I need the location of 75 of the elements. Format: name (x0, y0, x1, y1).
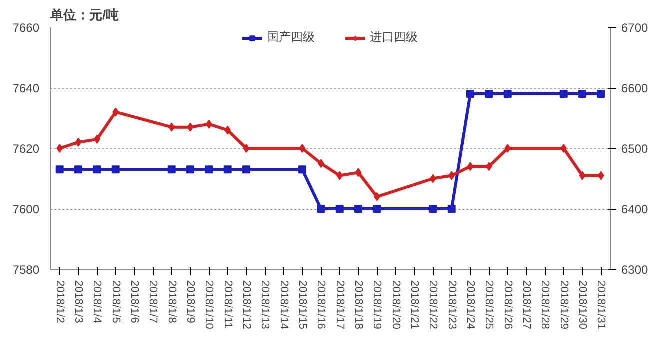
y2-tick-label: 6300 (622, 263, 649, 277)
x-tick-label: 2018/1/22 (427, 280, 440, 330)
point (93, 166, 102, 174)
point (299, 144, 306, 153)
legend-label: 国产四级 (267, 29, 315, 46)
point (56, 144, 63, 153)
x-tick-label: 2018/1/25 (483, 280, 496, 330)
x-tick-label: 2018/1/10 (203, 280, 216, 330)
point (186, 166, 194, 174)
x-tick-label: 2018/1/7 (147, 280, 160, 324)
x-tick-label: 2018/1/20 (390, 280, 402, 330)
point (243, 144, 250, 153)
point (187, 122, 194, 132)
x-tick-label: 2018/1/26 (502, 280, 514, 330)
y-tick-label: 7580 (12, 263, 40, 277)
x-tick-label: 2018/1/16 (315, 280, 328, 330)
point (74, 166, 82, 174)
x-tick-label: 2018/1/23 (446, 280, 458, 330)
y-axis-title: 单位：元/吨 (50, 8, 120, 22)
point (504, 144, 511, 153)
y-tick-label: 7620 (12, 142, 40, 156)
x-tick-label: 2018/1/27 (520, 280, 532, 330)
y2-tick-label: 6400 (622, 202, 649, 216)
x-tick-label: 2018/1/8 (166, 280, 178, 324)
point (75, 138, 82, 147)
x-tick-label: 2018/1/18 (352, 280, 364, 330)
point (298, 166, 306, 174)
point (560, 144, 567, 153)
y2-tick-label: 6500 (622, 142, 649, 156)
y-tick-label: 7600 (12, 202, 40, 216)
x-tick-label: 2018/1/5 (110, 280, 122, 324)
point (560, 90, 568, 98)
x-tick-label: 2018/1/24 (464, 280, 476, 330)
point (429, 205, 438, 213)
x-tick-label: 2018/1/29 (558, 280, 570, 330)
legend-label: 进口四级 (370, 29, 418, 46)
x-tick-label: 2018/1/4 (91, 280, 104, 324)
point (485, 90, 494, 98)
x-tick-label: 2018/1/6 (128, 280, 140, 324)
point (504, 90, 512, 98)
x-tick-label: 2018/1/9 (184, 280, 196, 324)
x-tick-label: 2018/1/17 (334, 280, 346, 330)
x-tick-label: 2018/1/15 (296, 280, 308, 330)
point (112, 166, 120, 174)
x-tick-label: 2018/1/13 (259, 280, 272, 330)
point (466, 90, 474, 98)
y2-tick-label: 6700 (622, 21, 649, 35)
point (56, 166, 64, 174)
x-tick-label: 2018/1/12 (240, 280, 252, 330)
point (579, 171, 586, 180)
y-tick-label: 7660 (12, 21, 40, 35)
point (336, 205, 344, 213)
point (224, 166, 232, 174)
point (467, 162, 474, 172)
y2-tick-label: 6600 (622, 82, 649, 96)
point (448, 205, 456, 213)
point (355, 168, 362, 178)
x-tick-label: 2018/1/31 (595, 280, 608, 330)
point (578, 90, 586, 98)
x-tick-label: 2018/1/30 (576, 280, 588, 330)
point (317, 205, 326, 213)
x-tick-label: 2018/1/3 (72, 280, 84, 324)
y-tick-label: 7640 (12, 82, 40, 96)
point (205, 166, 214, 174)
point (373, 205, 382, 213)
point (242, 166, 250, 174)
x-tick-label: 2018/1/11 (222, 280, 234, 329)
x-tick-label: 2018/1/28 (539, 280, 552, 330)
x-tick-label: 2018/1/19 (371, 280, 384, 330)
point (354, 205, 362, 213)
point (168, 166, 176, 174)
x-tick-label: 2018/1/2 (54, 280, 66, 324)
x-tick-label: 2018/1/21 (408, 280, 420, 330)
point (597, 90, 606, 98)
x-tick-label: 2018/1/14 (278, 280, 290, 330)
